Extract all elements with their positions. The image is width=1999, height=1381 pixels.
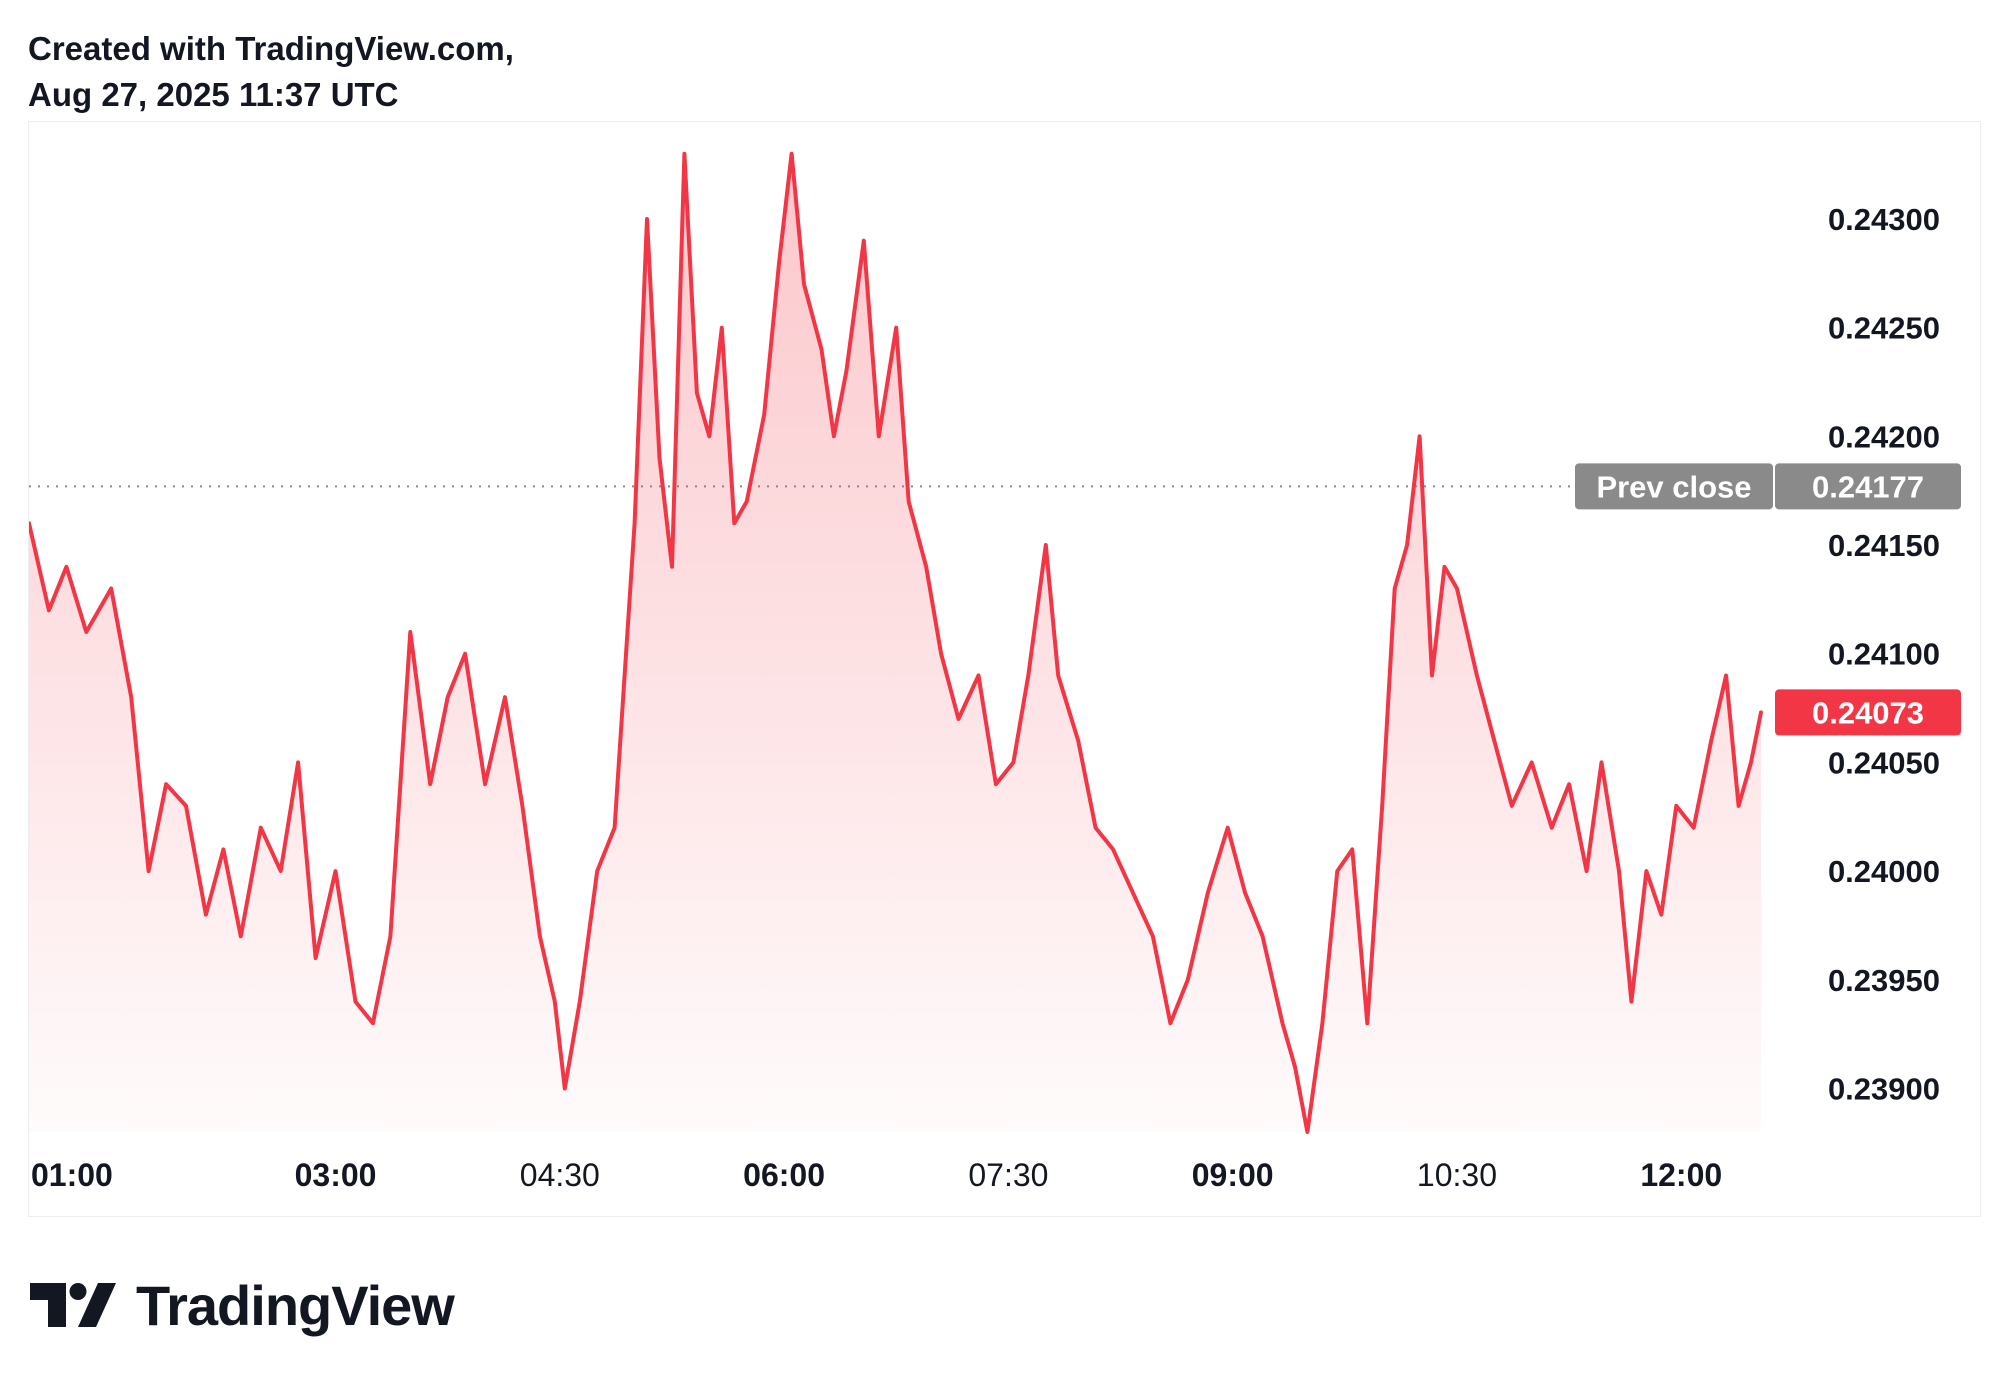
prev-close-value-badge xyxy=(1775,463,1961,510)
price-chart[interactable]: 0.23900 0.23950 0.24000 0.24050 0.24100 0.241… xyxy=(29,122,1982,1218)
y-tick-label: 0.24250 xyxy=(1828,311,1940,346)
y-tick-label: 0.24000 xyxy=(1828,854,1940,889)
last-price-value: 0.24073 xyxy=(1812,695,1924,730)
last-price-badge xyxy=(1775,689,1961,736)
x-tick-label: 03:00 xyxy=(295,1157,377,1193)
y-tick-label: 0.24300 xyxy=(1828,202,1940,237)
prev-close-label: Prev close xyxy=(1596,469,1751,504)
chart-frame: 0.23900 0.23950 0.24000 0.24050 0.24100 0.241… xyxy=(28,121,1981,1217)
y-tick-label: 0.24050 xyxy=(1828,745,1940,780)
timestamp-text: Aug 27, 2025 11:37 UTC xyxy=(28,76,399,113)
tradingview-brand[interactable]: TradingView xyxy=(30,1270,455,1340)
x-tick-label: 12:00 xyxy=(1640,1157,1722,1193)
tradingview-wordmark: TradingView xyxy=(136,1273,455,1337)
x-tick-label: 07:30 xyxy=(968,1157,1048,1193)
price-area-fill xyxy=(29,153,1761,1132)
x-tick-label: 01:00 xyxy=(31,1157,113,1193)
price-line[interactable] xyxy=(29,151,1763,1134)
y-tick-label: 0.24100 xyxy=(1828,637,1940,672)
y-tick-label: 0.24200 xyxy=(1828,419,1940,454)
created-with-text: Created with TradingView.com, xyxy=(28,30,514,67)
tradingview-logo-icon xyxy=(30,1283,116,1327)
chart-header: Created with TradingView.com, Aug 27, 20… xyxy=(28,26,514,118)
prev-close-label-badge xyxy=(1575,463,1773,510)
y-tick-label: 0.23900 xyxy=(1828,1072,1940,1107)
prev-close-value: 0.24177 xyxy=(1812,469,1924,504)
x-tick-label: 09:00 xyxy=(1192,1157,1274,1193)
y-tick-label: 0.24150 xyxy=(1828,528,1940,563)
x-tick-label: 10:30 xyxy=(1417,1157,1497,1193)
x-tick-label: 06:00 xyxy=(743,1157,825,1193)
y-tick-label: 0.23950 xyxy=(1828,963,1940,998)
x-tick-label: 04:30 xyxy=(520,1157,600,1193)
